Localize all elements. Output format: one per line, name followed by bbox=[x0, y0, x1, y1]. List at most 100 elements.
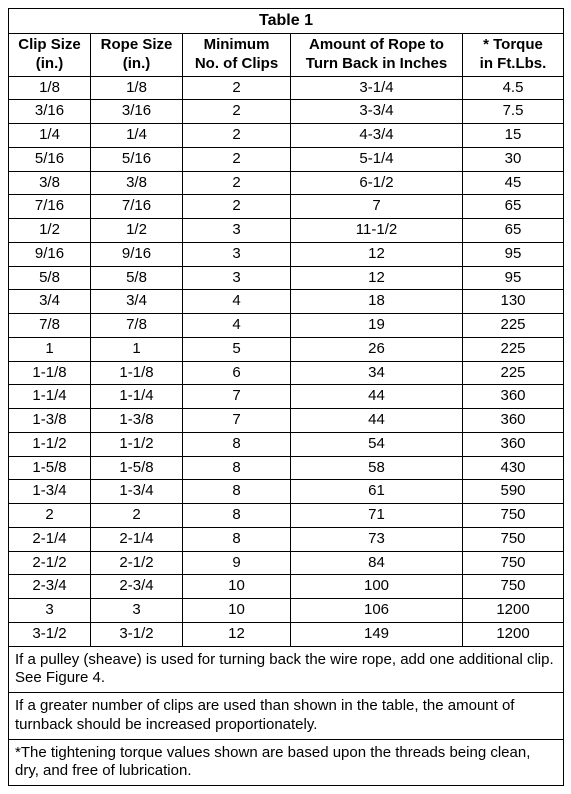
cell: 1/8 bbox=[91, 76, 183, 100]
table-row: 1/81/823-1/44.5 bbox=[9, 76, 564, 100]
table-row: 1-3/41-3/4861590 bbox=[9, 480, 564, 504]
cell: 3 bbox=[183, 242, 291, 266]
table-row: 7/167/162765 bbox=[9, 195, 564, 219]
table-row: 3/83/826-1/245 bbox=[9, 171, 564, 195]
cell: 4.5 bbox=[463, 76, 564, 100]
cell: 7/8 bbox=[9, 314, 91, 338]
cell: 4-3/4 bbox=[291, 124, 463, 148]
table-title: Table 1 bbox=[9, 9, 564, 34]
cell: 1200 bbox=[463, 599, 564, 623]
footnote-row: If a greater number of clips are used th… bbox=[9, 693, 564, 740]
table-row: 1-1/81-1/8634225 bbox=[9, 361, 564, 385]
cell: 1/4 bbox=[91, 124, 183, 148]
cell: 750 bbox=[463, 504, 564, 528]
cell: 360 bbox=[463, 432, 564, 456]
cell: 12 bbox=[183, 622, 291, 646]
torque-table: Table 1 Clip Size(in.)Rope Size(in.)Mini… bbox=[8, 8, 564, 786]
cell: 2 bbox=[183, 147, 291, 171]
cell: 750 bbox=[463, 575, 564, 599]
cell: 750 bbox=[463, 527, 564, 551]
cell: 130 bbox=[463, 290, 564, 314]
cell: 7/8 bbox=[91, 314, 183, 338]
cell: 2-1/2 bbox=[91, 551, 183, 575]
cell: 65 bbox=[463, 195, 564, 219]
col-header-2: MinimumNo. of Clips bbox=[183, 34, 291, 77]
cell: 5-1/4 bbox=[291, 147, 463, 171]
cell: 7.5 bbox=[463, 100, 564, 124]
table-row: 3/163/1623-3/47.5 bbox=[9, 100, 564, 124]
cell: 1-1/4 bbox=[91, 385, 183, 409]
table-row: 2-3/42-3/410100750 bbox=[9, 575, 564, 599]
cell: 3 bbox=[183, 266, 291, 290]
cell: 750 bbox=[463, 551, 564, 575]
cell: 3 bbox=[9, 599, 91, 623]
cell: 30 bbox=[463, 147, 564, 171]
cell: 8 bbox=[183, 527, 291, 551]
cell: 100 bbox=[291, 575, 463, 599]
footnote-row: *The tightening torque values shown are … bbox=[9, 739, 564, 786]
cell: 84 bbox=[291, 551, 463, 575]
footnote-text: If a pulley (sheave) is used for turning… bbox=[9, 646, 564, 693]
cell: 65 bbox=[463, 219, 564, 243]
cell: 3/8 bbox=[91, 171, 183, 195]
cell: 1-1/8 bbox=[9, 361, 91, 385]
cell: 26 bbox=[291, 337, 463, 361]
table-row: 9/169/1631295 bbox=[9, 242, 564, 266]
cell: 7 bbox=[183, 385, 291, 409]
cell: 2-3/4 bbox=[91, 575, 183, 599]
cell: 71 bbox=[291, 504, 463, 528]
cell: 10 bbox=[183, 575, 291, 599]
cell: 1 bbox=[9, 337, 91, 361]
cell: 3/4 bbox=[91, 290, 183, 314]
cell: 1-3/8 bbox=[9, 409, 91, 433]
cell: 3-1/4 bbox=[291, 76, 463, 100]
cell: 1-5/8 bbox=[91, 456, 183, 480]
footnote-row: If a pulley (sheave) is used for turning… bbox=[9, 646, 564, 693]
cell: 3-3/4 bbox=[291, 100, 463, 124]
cell: 11-1/2 bbox=[291, 219, 463, 243]
cell: 44 bbox=[291, 409, 463, 433]
cell: 73 bbox=[291, 527, 463, 551]
cell: 7 bbox=[183, 409, 291, 433]
cell: 1-3/8 bbox=[91, 409, 183, 433]
cell: 12 bbox=[291, 242, 463, 266]
cell: 1-1/4 bbox=[9, 385, 91, 409]
cell: 2-1/4 bbox=[9, 527, 91, 551]
cell: 106 bbox=[291, 599, 463, 623]
cell: 8 bbox=[183, 504, 291, 528]
cell: 2 bbox=[9, 504, 91, 528]
cell: 1/2 bbox=[9, 219, 91, 243]
table-row: 1-1/21-1/2854360 bbox=[9, 432, 564, 456]
cell: 2-1/2 bbox=[9, 551, 91, 575]
cell: 2 bbox=[183, 171, 291, 195]
col-header-1: Rope Size(in.) bbox=[91, 34, 183, 77]
cell: 1200 bbox=[463, 622, 564, 646]
cell: 3/8 bbox=[9, 171, 91, 195]
footnote-text: *The tightening torque values shown are … bbox=[9, 739, 564, 786]
cell: 2 bbox=[183, 100, 291, 124]
cell: 7/16 bbox=[91, 195, 183, 219]
cell: 1/4 bbox=[9, 124, 91, 148]
cell: 5/16 bbox=[91, 147, 183, 171]
cell: 1 bbox=[91, 337, 183, 361]
cell: 3-1/2 bbox=[9, 622, 91, 646]
table-row: 33101061200 bbox=[9, 599, 564, 623]
table-row: 3-1/23-1/2121491200 bbox=[9, 622, 564, 646]
cell: 225 bbox=[463, 337, 564, 361]
cell: 1/2 bbox=[91, 219, 183, 243]
cell: 149 bbox=[291, 622, 463, 646]
table-row: 5/165/1625-1/430 bbox=[9, 147, 564, 171]
cell: 34 bbox=[291, 361, 463, 385]
table-row: 7/87/8419225 bbox=[9, 314, 564, 338]
cell: 1-3/4 bbox=[9, 480, 91, 504]
cell: 430 bbox=[463, 456, 564, 480]
footnote-text: If a greater number of clips are used th… bbox=[9, 693, 564, 740]
table-row: 22871750 bbox=[9, 504, 564, 528]
cell: 3-1/2 bbox=[91, 622, 183, 646]
cell: 9/16 bbox=[9, 242, 91, 266]
cell: 10 bbox=[183, 599, 291, 623]
cell: 2-1/4 bbox=[91, 527, 183, 551]
cell: 360 bbox=[463, 409, 564, 433]
cell: 5/8 bbox=[91, 266, 183, 290]
cell: 5/16 bbox=[9, 147, 91, 171]
